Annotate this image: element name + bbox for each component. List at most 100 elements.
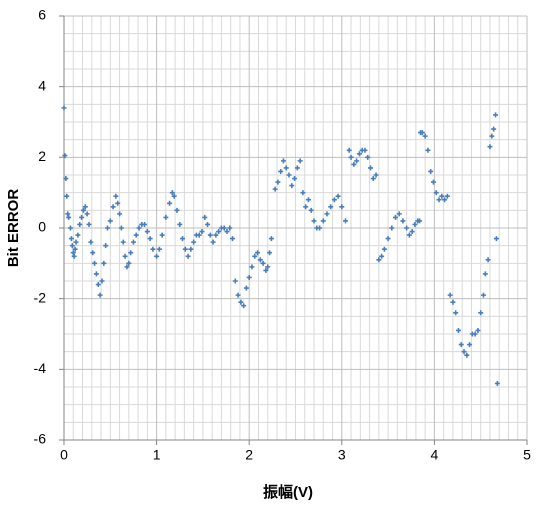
data-point xyxy=(72,246,78,252)
data-point xyxy=(167,200,173,206)
data-point xyxy=(65,211,71,217)
data-point xyxy=(103,243,109,249)
data-point xyxy=(404,225,410,231)
data-point xyxy=(311,218,317,224)
data-point xyxy=(232,278,238,284)
data-point xyxy=(376,257,382,263)
data-point xyxy=(113,193,119,199)
data-point xyxy=(436,197,442,203)
data-point xyxy=(356,151,362,157)
data-point xyxy=(491,126,497,132)
data-point xyxy=(480,292,486,298)
data-point xyxy=(267,250,273,256)
data-point xyxy=(305,197,311,203)
data-point xyxy=(275,179,281,185)
data-point xyxy=(494,380,500,386)
data-point xyxy=(324,211,330,217)
data-point xyxy=(169,190,175,196)
data-point xyxy=(177,221,183,227)
data-point xyxy=(128,250,134,256)
data-point xyxy=(286,172,292,178)
data-point xyxy=(75,232,81,238)
data-point xyxy=(207,232,213,238)
data-point xyxy=(120,239,126,245)
data-point xyxy=(230,236,236,242)
data-point xyxy=(265,264,271,270)
data-point xyxy=(485,257,491,263)
data-point xyxy=(107,218,113,224)
data-point xyxy=(379,253,385,259)
data-point xyxy=(447,292,453,298)
data-point xyxy=(294,165,300,171)
data-point xyxy=(235,292,241,298)
data-point xyxy=(433,190,439,196)
data-point xyxy=(150,246,156,252)
data-point xyxy=(317,225,323,231)
data-point xyxy=(400,218,406,224)
data-point xyxy=(185,253,191,259)
data-point xyxy=(493,236,499,242)
data-point xyxy=(475,327,481,333)
data-point xyxy=(126,260,132,266)
data-point xyxy=(389,225,395,231)
data-point xyxy=(70,250,76,256)
data-point xyxy=(159,232,165,238)
data-point xyxy=(88,239,94,245)
data-point xyxy=(79,214,85,220)
data-point xyxy=(84,211,90,217)
y-tick-label: -4 xyxy=(34,360,47,376)
data-point xyxy=(335,193,341,199)
data-point xyxy=(442,197,448,203)
data-point xyxy=(362,147,368,153)
x-tick-label: 1 xyxy=(153,447,161,463)
data-point xyxy=(86,221,92,227)
data-point xyxy=(453,310,459,316)
data-point xyxy=(303,204,309,210)
data-point xyxy=(308,207,314,213)
data-point xyxy=(472,331,478,337)
data-point xyxy=(63,176,69,182)
data-point xyxy=(77,221,83,227)
data-point xyxy=(246,274,252,280)
data-point xyxy=(354,158,360,164)
data-point xyxy=(154,253,160,259)
data-point xyxy=(80,207,86,213)
data-point xyxy=(122,253,128,259)
data-point xyxy=(351,161,357,167)
data-point xyxy=(252,253,258,259)
data-point xyxy=(115,200,121,206)
data-point xyxy=(257,257,263,263)
data-point xyxy=(249,264,255,270)
y-tick-label: -6 xyxy=(34,431,47,447)
data-point xyxy=(419,130,425,136)
data-point xyxy=(489,133,495,139)
data-point xyxy=(493,112,499,118)
data-point xyxy=(71,253,77,259)
data-point xyxy=(93,271,99,277)
data-point xyxy=(147,236,153,242)
data-point xyxy=(243,285,249,291)
data-point xyxy=(396,211,402,217)
data-point xyxy=(381,246,387,252)
data-point xyxy=(339,204,345,210)
data-point xyxy=(124,264,130,270)
data-point xyxy=(255,250,261,256)
data-point xyxy=(156,246,162,252)
data-point xyxy=(99,278,105,284)
y-tick-label: 4 xyxy=(38,77,46,93)
data-point xyxy=(458,342,464,348)
data-point xyxy=(118,225,124,231)
data-point xyxy=(450,299,456,305)
data-point xyxy=(191,239,197,245)
data-point xyxy=(373,172,379,178)
data-point xyxy=(163,214,169,220)
data-point xyxy=(422,133,428,139)
data-point xyxy=(289,183,295,189)
data-point xyxy=(68,236,74,242)
data-point xyxy=(130,239,136,245)
y-tick-label: 6 xyxy=(38,7,46,23)
data-point xyxy=(268,236,274,242)
data-point xyxy=(263,267,269,273)
data-point xyxy=(467,342,473,348)
